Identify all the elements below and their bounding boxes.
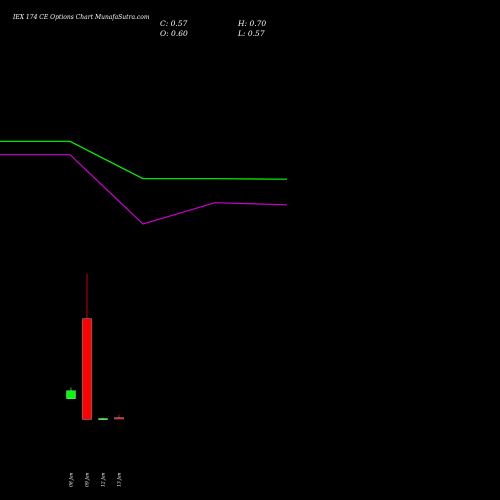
line-series-1 [0, 140, 288, 180]
line-series-2 [0, 154, 288, 225]
x-axis-ticks: 08 Jan 09 Jan 12 Jan 13 Jan [69, 472, 123, 487]
close-value: C: 0.57 [160, 19, 188, 28]
candle-body [66, 390, 76, 399]
chart-title: IEX 174 CE Options Chart MunafaSutra.com [12, 14, 150, 21]
open-value: O: 0.60 [160, 29, 188, 38]
line-panel [0, 140, 288, 225]
x-tick-label: 08 Jan [69, 472, 75, 487]
low-value: L: 0.57 [237, 29, 265, 38]
candle-body [82, 318, 92, 420]
high-value: H: 0.70 [237, 19, 266, 28]
x-tick-label: 12 Jan [101, 472, 107, 487]
candle-body [98, 418, 108, 420]
candle-panel [66, 274, 124, 420]
candle-body [114, 417, 124, 420]
x-tick-label: 13 Jan [117, 472, 123, 487]
x-tick-label: 09 Jan [85, 472, 91, 487]
